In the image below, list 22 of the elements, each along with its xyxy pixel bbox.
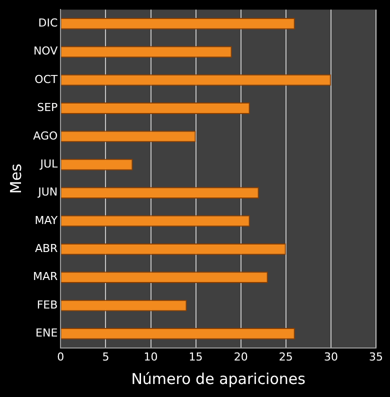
y-tick-label: ENE xyxy=(36,326,58,340)
x-axis-title: Número de apariciones xyxy=(131,370,306,388)
y-tick-label: FEB xyxy=(36,298,58,312)
y-tick-label: MAY xyxy=(34,214,58,227)
x-tick-label: 15 xyxy=(188,350,203,364)
x-tick-label: 0 xyxy=(57,350,64,364)
y-tick-label: DIC xyxy=(38,16,58,30)
x-tick-label: 35 xyxy=(369,350,383,364)
x-tick-label: 5 xyxy=(102,350,110,364)
y-tick-label: JUN xyxy=(37,186,58,199)
y-tick-label: AGO xyxy=(33,129,58,142)
y-axis-title: Mes xyxy=(6,164,25,194)
y-tick-label: ABR xyxy=(34,242,58,256)
y-tick-label: MAR xyxy=(32,270,58,284)
x-tick-label: 30 xyxy=(324,350,338,364)
y-tick-label: OCT xyxy=(34,72,58,86)
x-tick-label: 10 xyxy=(144,350,158,364)
x-tick-label: 20 xyxy=(234,350,248,364)
y-tick-label: NOV xyxy=(33,44,58,58)
y-tick-label: SEP xyxy=(37,101,58,114)
x-tick-label: 25 xyxy=(278,350,293,364)
y-tick-label: JUL xyxy=(39,157,59,170)
